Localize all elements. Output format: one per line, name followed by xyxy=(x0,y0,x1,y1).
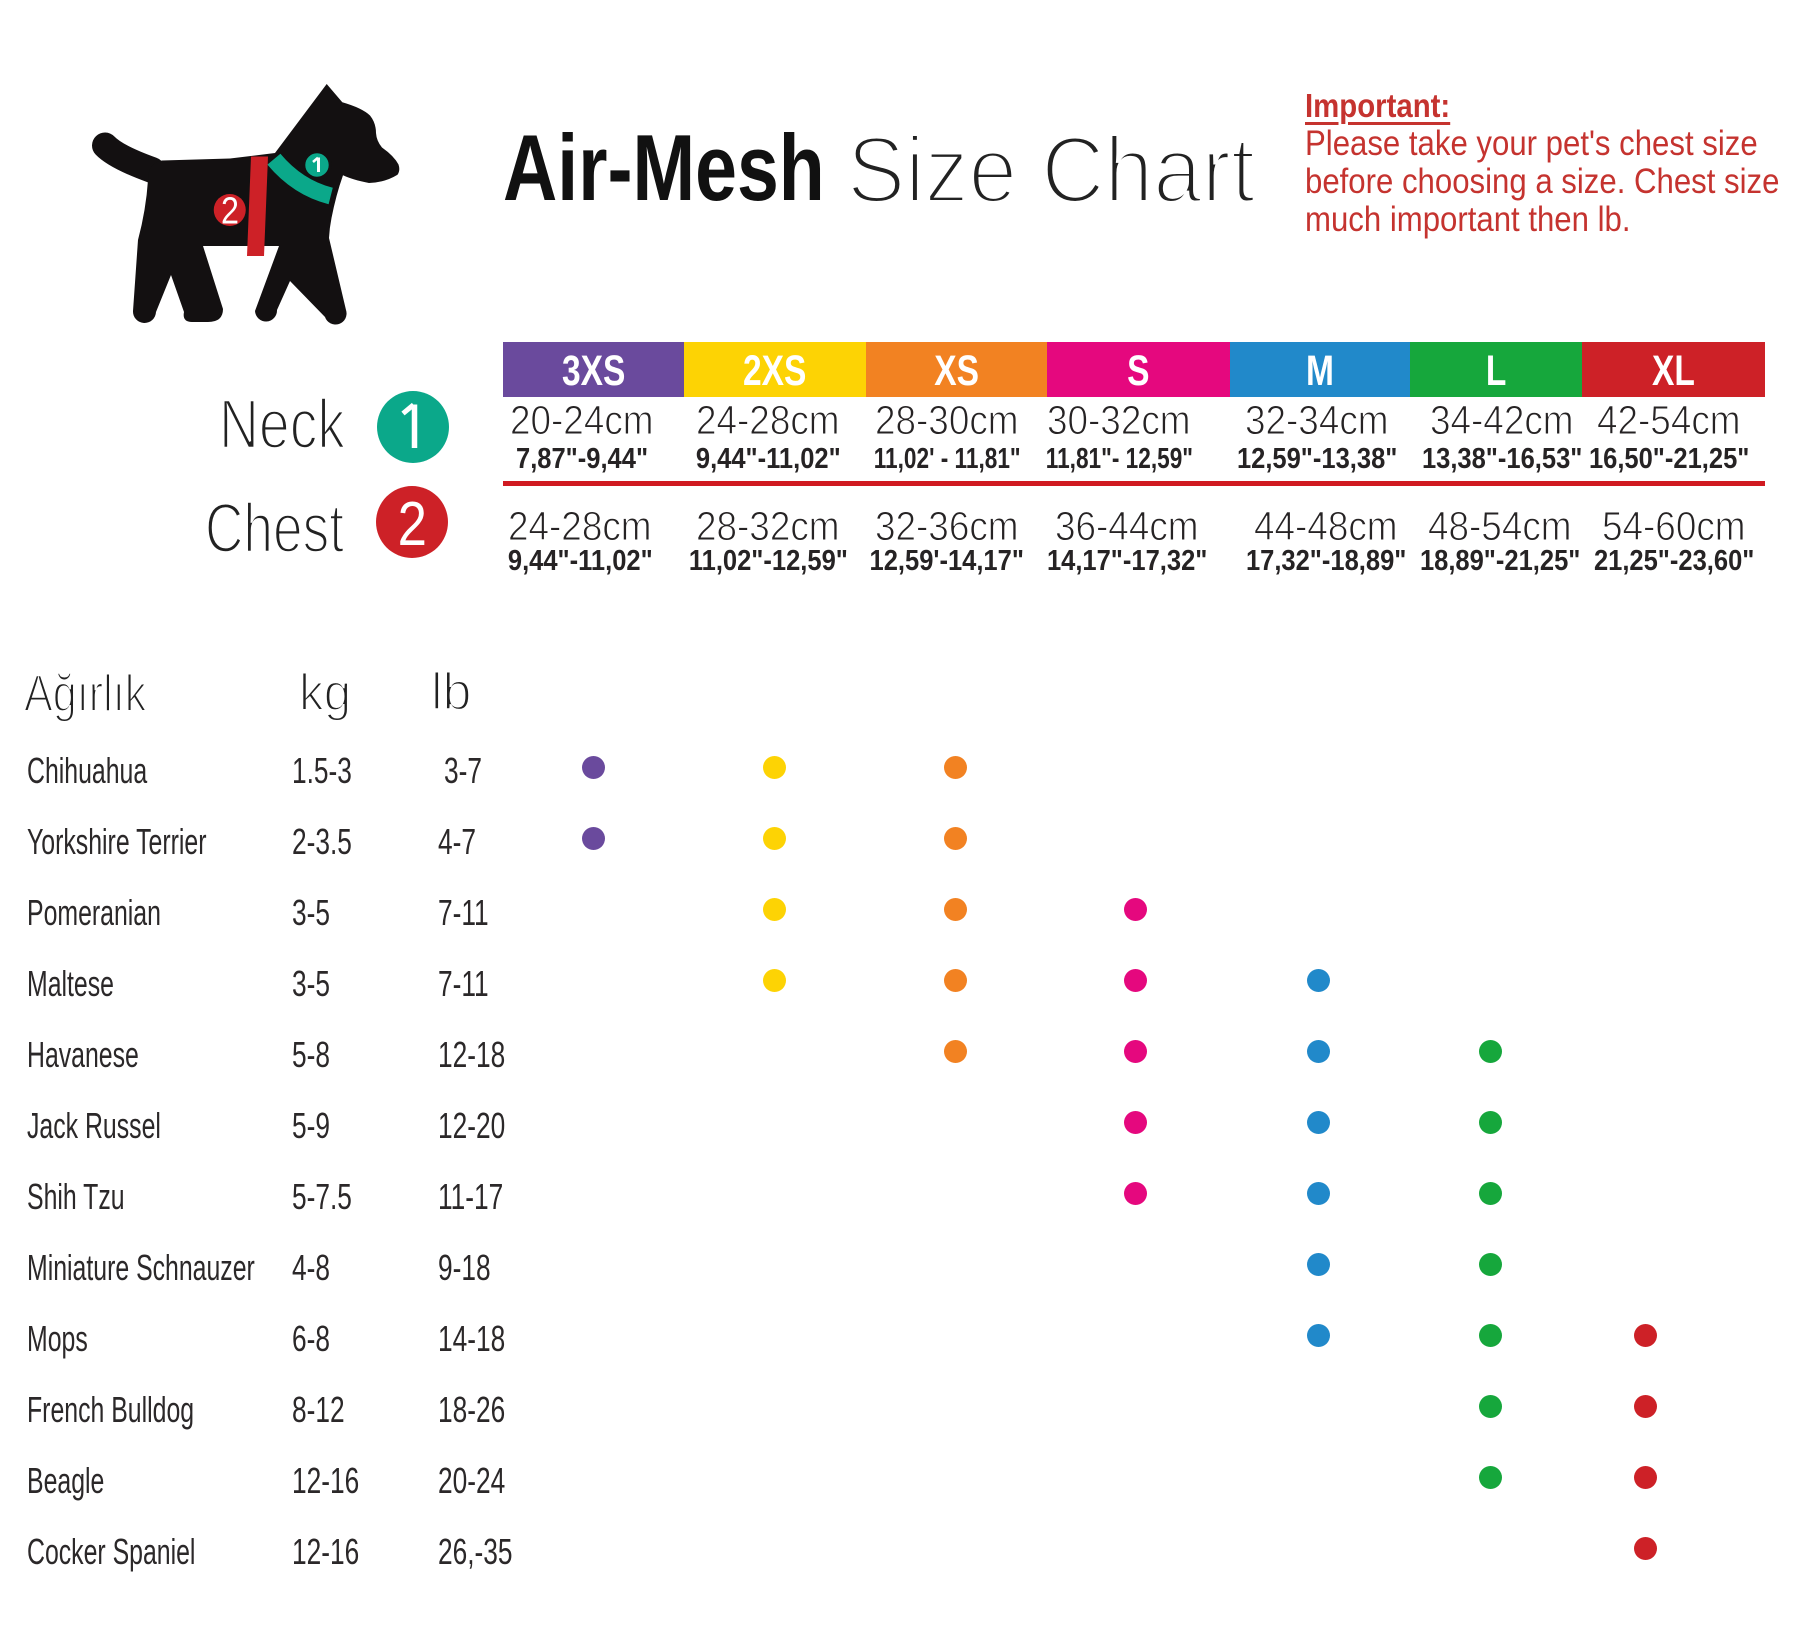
svg-text:2: 2 xyxy=(221,190,239,232)
